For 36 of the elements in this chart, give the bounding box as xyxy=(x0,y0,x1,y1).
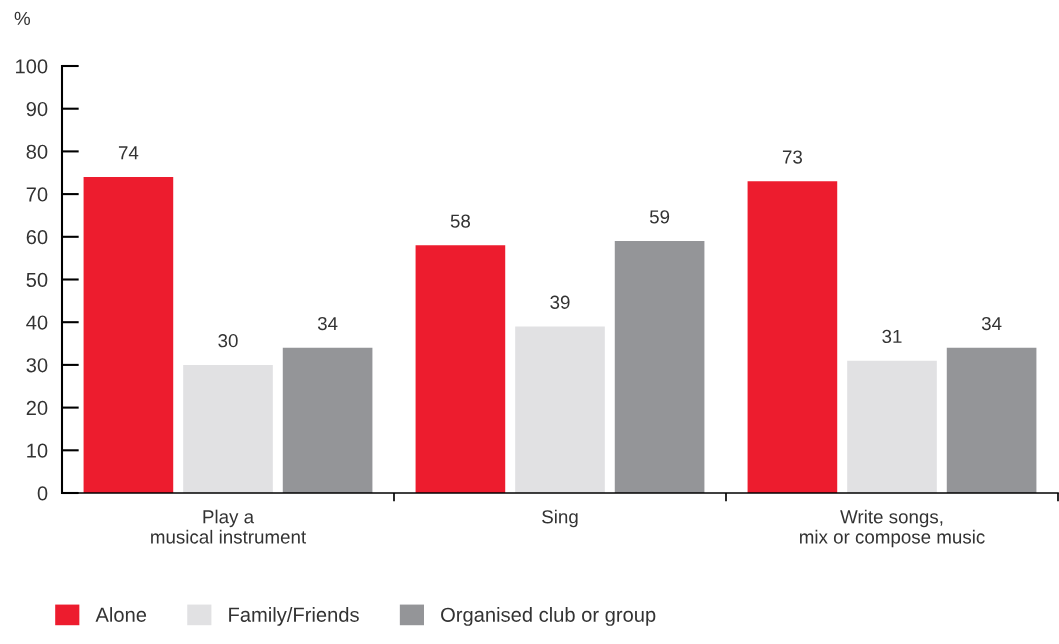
data-label: 73 xyxy=(782,150,802,164)
bar xyxy=(747,181,838,493)
bar xyxy=(847,360,937,493)
bar xyxy=(282,347,373,493)
legend-label: Organised club or group xyxy=(441,607,656,626)
y-tick-label: 90 xyxy=(26,101,48,117)
y-tick-label: 30 xyxy=(26,358,48,373)
data-label: 30 xyxy=(218,334,238,348)
data-label: 34 xyxy=(317,316,338,331)
data-label: 31 xyxy=(882,329,902,344)
bar xyxy=(415,245,506,493)
y-axis-title: % xyxy=(14,11,30,25)
y-tick-label: 20 xyxy=(26,400,48,416)
bar xyxy=(614,241,705,493)
y-tick-label: 100 xyxy=(16,59,48,74)
x-tick-label: Play a musical instrument xyxy=(151,509,307,544)
y-tick-label: 0 xyxy=(37,486,48,501)
x-tick-label: Sing xyxy=(542,509,578,528)
data-label: 59 xyxy=(649,210,670,224)
legend-label: Alone xyxy=(95,607,147,622)
y-tick-label: 70 xyxy=(26,187,48,202)
bar xyxy=(515,326,605,493)
data-label: 34 xyxy=(981,316,1002,331)
x-tick-label: Write songs, mix or compose music xyxy=(800,509,985,548)
bar xyxy=(83,177,174,493)
y-tick-label: 50 xyxy=(26,272,48,287)
y-tick-label: 40 xyxy=(26,315,48,330)
data-label: 58 xyxy=(450,214,471,228)
bar xyxy=(946,347,1037,493)
data-label: 39 xyxy=(550,295,570,309)
data-label: 74 xyxy=(118,146,139,160)
bar xyxy=(183,364,273,493)
y-tick-label: 10 xyxy=(27,443,48,458)
legend-label: Family/Friends xyxy=(229,607,359,626)
y-tick-label: 80 xyxy=(26,144,48,159)
y-tick-label: 60 xyxy=(26,230,48,245)
